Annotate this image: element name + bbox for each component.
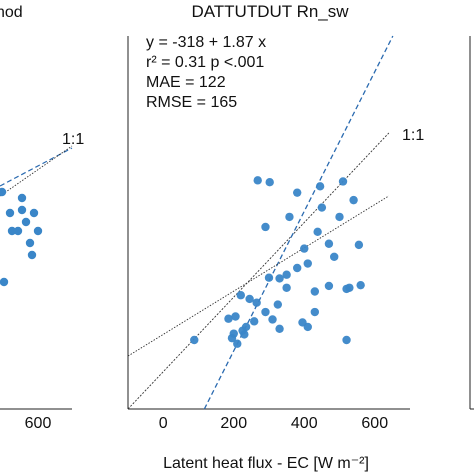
data-point xyxy=(293,263,302,273)
middle-panel-x-axis-label: Latent heat flux - EC [W m⁻²] xyxy=(163,455,369,472)
data-point xyxy=(5,208,15,218)
data-point xyxy=(310,287,320,296)
data-point xyxy=(282,283,291,292)
one-to-one-line xyxy=(0,145,73,197)
left-panel-one-to-one-label: 1:1 xyxy=(62,131,84,148)
data-point xyxy=(252,298,261,307)
data-point xyxy=(275,274,284,283)
data-point xyxy=(253,176,262,185)
data-point xyxy=(356,280,365,290)
left-panel-lines xyxy=(0,145,73,197)
x-tick-label: 600 xyxy=(361,415,388,432)
regression-line xyxy=(0,147,73,187)
data-point xyxy=(315,182,325,191)
data-point xyxy=(342,284,351,294)
data-point xyxy=(224,314,233,323)
data-point xyxy=(233,339,242,348)
x-tick-label: 600 xyxy=(25,415,52,432)
data-point xyxy=(245,294,254,304)
data-point xyxy=(268,315,277,324)
left-panel-x-ticks: 600 xyxy=(25,415,52,432)
data-point xyxy=(0,187,7,197)
data-point xyxy=(293,188,302,197)
stats-line: RMSE = 165 xyxy=(146,94,237,111)
data-point xyxy=(303,322,312,332)
data-point xyxy=(324,281,334,291)
middle-panel-x-ticks: 0 200 400 600 xyxy=(159,415,388,432)
x-tick-label: 400 xyxy=(291,415,318,432)
middle-panel-lines xyxy=(127,35,394,410)
data-point xyxy=(264,273,274,282)
data-point xyxy=(231,312,240,321)
data-point xyxy=(273,300,283,309)
data-point xyxy=(7,226,17,236)
data-point xyxy=(25,238,35,248)
data-point xyxy=(227,333,237,343)
x-tick-label: 0 xyxy=(159,415,168,432)
reference-line xyxy=(127,195,390,357)
data-point xyxy=(21,217,31,227)
data-point xyxy=(338,177,348,186)
data-point xyxy=(282,270,291,279)
middle-panel-one-to-one-label: 1:1 xyxy=(402,127,424,144)
data-point xyxy=(190,335,199,345)
data-point xyxy=(342,335,351,345)
x-tick-label: 200 xyxy=(220,415,247,432)
data-point xyxy=(240,330,249,339)
data-point xyxy=(261,307,270,317)
data-point xyxy=(313,227,322,237)
data-point xyxy=(310,307,320,317)
middle-panel-stats: y = -318 + 1.87 x r² = 0.31 p <.001 MAE = … xyxy=(146,34,266,111)
middle-panel-title: DATTUTDUT Rn_sw xyxy=(191,2,349,21)
stats-line: MAE = 122 xyxy=(146,74,226,91)
one-to-one-line xyxy=(127,132,390,410)
data-point xyxy=(0,277,9,287)
data-point xyxy=(29,208,39,218)
regression-line xyxy=(203,35,394,410)
data-point xyxy=(17,193,27,203)
stats-line: r² = 0.31 p <.001 xyxy=(146,54,264,71)
data-point xyxy=(300,244,309,253)
data-point xyxy=(349,195,358,205)
data-point xyxy=(335,212,344,222)
data-point xyxy=(265,178,274,187)
data-point xyxy=(317,203,327,212)
data-point xyxy=(330,252,339,262)
data-point xyxy=(27,250,37,260)
data-point xyxy=(324,239,334,248)
data-point xyxy=(261,222,270,232)
data-point xyxy=(354,240,364,250)
data-point xyxy=(33,226,43,236)
data-point xyxy=(249,317,259,326)
left-panel: nod 1:1 600 xyxy=(0,4,84,432)
middle-panel-points xyxy=(190,176,365,348)
left-panel-title: nod xyxy=(0,4,23,21)
data-point xyxy=(285,212,294,222)
middle-panel: DATTUTDUT Rn_sw y = -318 + 1.87 x r² = 0.… xyxy=(127,2,424,472)
data-point xyxy=(275,324,284,334)
data-point xyxy=(13,226,23,236)
stats-line: y = -318 + 1.87 x xyxy=(146,34,266,51)
data-point xyxy=(17,205,27,215)
data-point xyxy=(303,259,312,268)
data-point xyxy=(236,291,245,300)
left-panel-points xyxy=(0,187,43,287)
